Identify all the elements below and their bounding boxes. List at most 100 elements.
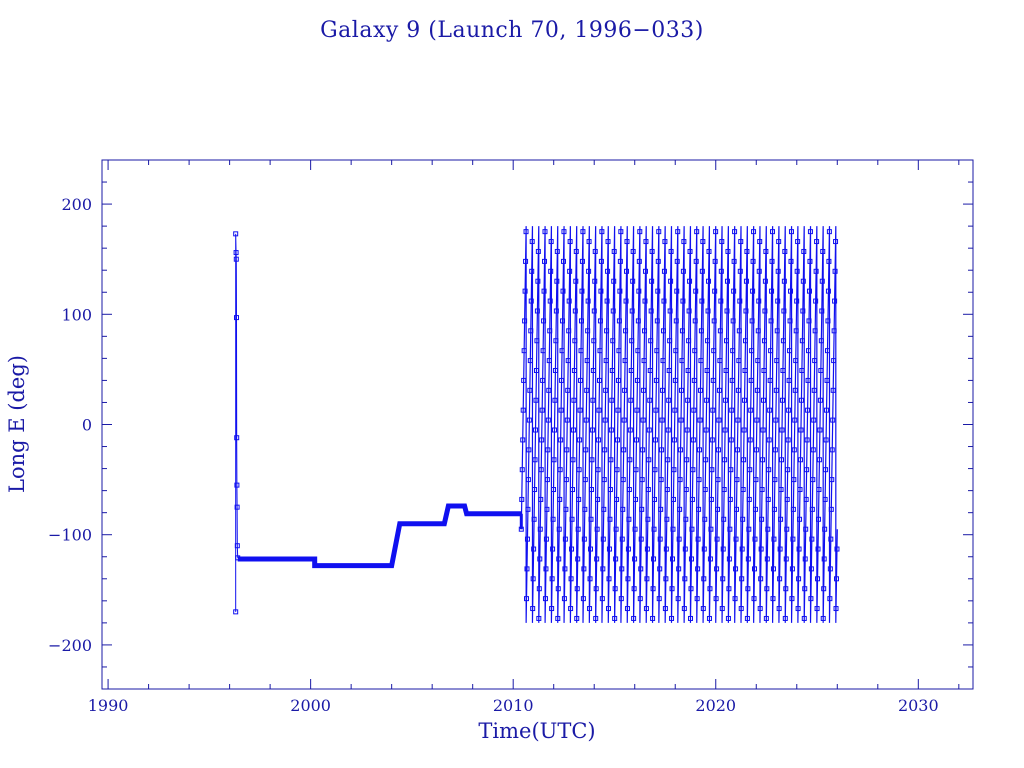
data-marker (650, 615, 656, 621)
data-marker (603, 358, 609, 364)
data-marker (728, 467, 734, 473)
data-marker (705, 338, 711, 344)
data-marker (593, 615, 599, 621)
data-marker (700, 606, 706, 612)
data-marker (557, 467, 563, 473)
data-marker (604, 298, 610, 304)
data-marker (567, 268, 573, 274)
data-marker (560, 288, 566, 294)
data-marker (763, 248, 769, 254)
data-marker (576, 467, 582, 473)
data-marker (767, 407, 773, 413)
data-marker (731, 258, 737, 264)
data-marker (621, 417, 627, 423)
data-marker (567, 239, 573, 245)
data-marker (733, 536, 739, 542)
data-marker (643, 239, 649, 245)
data-marker (557, 496, 563, 502)
data-marker (774, 328, 780, 334)
data-marker (634, 377, 640, 383)
data-marker (749, 318, 755, 324)
data-marker (533, 397, 539, 403)
data-marker (717, 328, 723, 334)
data-marker (777, 576, 783, 582)
data-marker (615, 407, 621, 413)
data-marker (798, 397, 804, 403)
data-marker (724, 338, 730, 344)
data-marker (739, 576, 745, 582)
data-marker (523, 229, 529, 235)
data-marker (820, 248, 826, 254)
data-marker (833, 606, 839, 612)
data-marker (691, 377, 697, 383)
data-marker (537, 556, 543, 562)
data-marker (666, 397, 672, 403)
data-marker (563, 506, 569, 512)
data-marker (770, 596, 776, 602)
data-marker (830, 387, 836, 393)
data-marker (798, 427, 804, 433)
data-marker (715, 477, 721, 483)
data-marker (526, 447, 532, 453)
data-marker (742, 338, 748, 344)
data-marker (542, 596, 548, 602)
data-marker (538, 496, 544, 502)
data-marker (535, 248, 541, 254)
data-marker (539, 437, 545, 443)
data-marker (561, 229, 567, 235)
data-marker (659, 447, 665, 453)
data-marker (757, 606, 763, 612)
data-marker (751, 596, 757, 602)
data-marker (549, 576, 555, 582)
data-marker (530, 576, 536, 582)
data-marker (762, 278, 768, 284)
data-marker (589, 457, 595, 463)
data-marker (721, 516, 727, 522)
data-marker (542, 258, 548, 264)
data-marker (805, 407, 811, 413)
data-marker (745, 556, 751, 562)
data-marker (672, 377, 678, 383)
data-marker (831, 328, 837, 334)
data-marker (780, 338, 786, 344)
data-marker (789, 566, 795, 572)
data-marker (655, 258, 661, 264)
data-marker (787, 318, 793, 324)
data-marker (726, 586, 732, 592)
data-marker (653, 377, 659, 383)
data-marker (607, 487, 613, 493)
data-marker (622, 358, 628, 364)
data-marker (660, 387, 666, 393)
data-marker (679, 358, 685, 364)
data-marker (828, 506, 834, 512)
y-tick-label: −200 (48, 636, 92, 655)
data-marker (541, 318, 547, 324)
data-marker (732, 229, 738, 235)
data-marker (745, 586, 751, 592)
data-marker (793, 328, 799, 334)
data-marker (786, 377, 792, 383)
data-marker (681, 239, 687, 245)
data-marker (718, 298, 724, 304)
x-axis-ticks (107, 160, 960, 689)
data-marker (790, 536, 796, 542)
data-marker (622, 387, 628, 393)
data-marker (797, 457, 803, 463)
data-marker (701, 546, 707, 552)
data-marker (603, 387, 609, 393)
data-marker (554, 248, 560, 254)
data-marker (778, 516, 784, 522)
data-marker (769, 288, 775, 294)
data-marker (810, 477, 816, 483)
data-marker (726, 556, 732, 562)
data-marker (817, 397, 823, 403)
data-marker (780, 367, 786, 373)
data-marker (822, 496, 828, 502)
data-marker (526, 417, 532, 423)
data-marker (794, 268, 800, 274)
x-tick-label: 2020 (695, 696, 736, 715)
data-marker (807, 258, 813, 264)
data-marker (543, 536, 549, 542)
data-marker (733, 566, 739, 572)
data-marker (588, 487, 594, 493)
